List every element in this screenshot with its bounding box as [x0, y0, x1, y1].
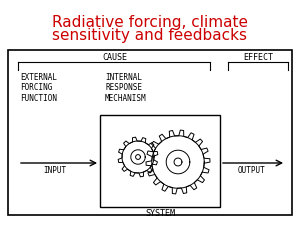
Text: CAUSE: CAUSE: [103, 53, 128, 62]
Text: Radiative forcing, climate: Radiative forcing, climate: [52, 15, 248, 30]
Text: EXTERNAL
FORCING
FUNCTION: EXTERNAL FORCING FUNCTION: [20, 73, 57, 103]
Text: sensitivity and feedbacks: sensitivity and feedbacks: [52, 28, 247, 43]
Bar: [100, 115, 220, 207]
Text: SYSTEM: SYSTEM: [145, 209, 175, 218]
Text: INTERNAL
RESPONSE
MECHANISM: INTERNAL RESPONSE MECHANISM: [105, 73, 147, 103]
Bar: [8, 50, 292, 215]
Text: OUTPUT: OUTPUT: [238, 166, 266, 175]
Text: EFFECT: EFFECT: [243, 53, 273, 62]
Text: INPUT: INPUT: [44, 166, 67, 175]
